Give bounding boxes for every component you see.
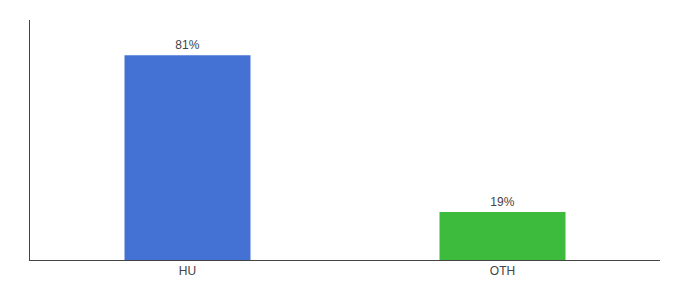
svg-text:81%: 81% (175, 38, 199, 52)
svg-text:19%: 19% (490, 195, 514, 209)
svg-text:HU: HU (179, 264, 196, 278)
svg-text:OTH: OTH (490, 264, 515, 278)
